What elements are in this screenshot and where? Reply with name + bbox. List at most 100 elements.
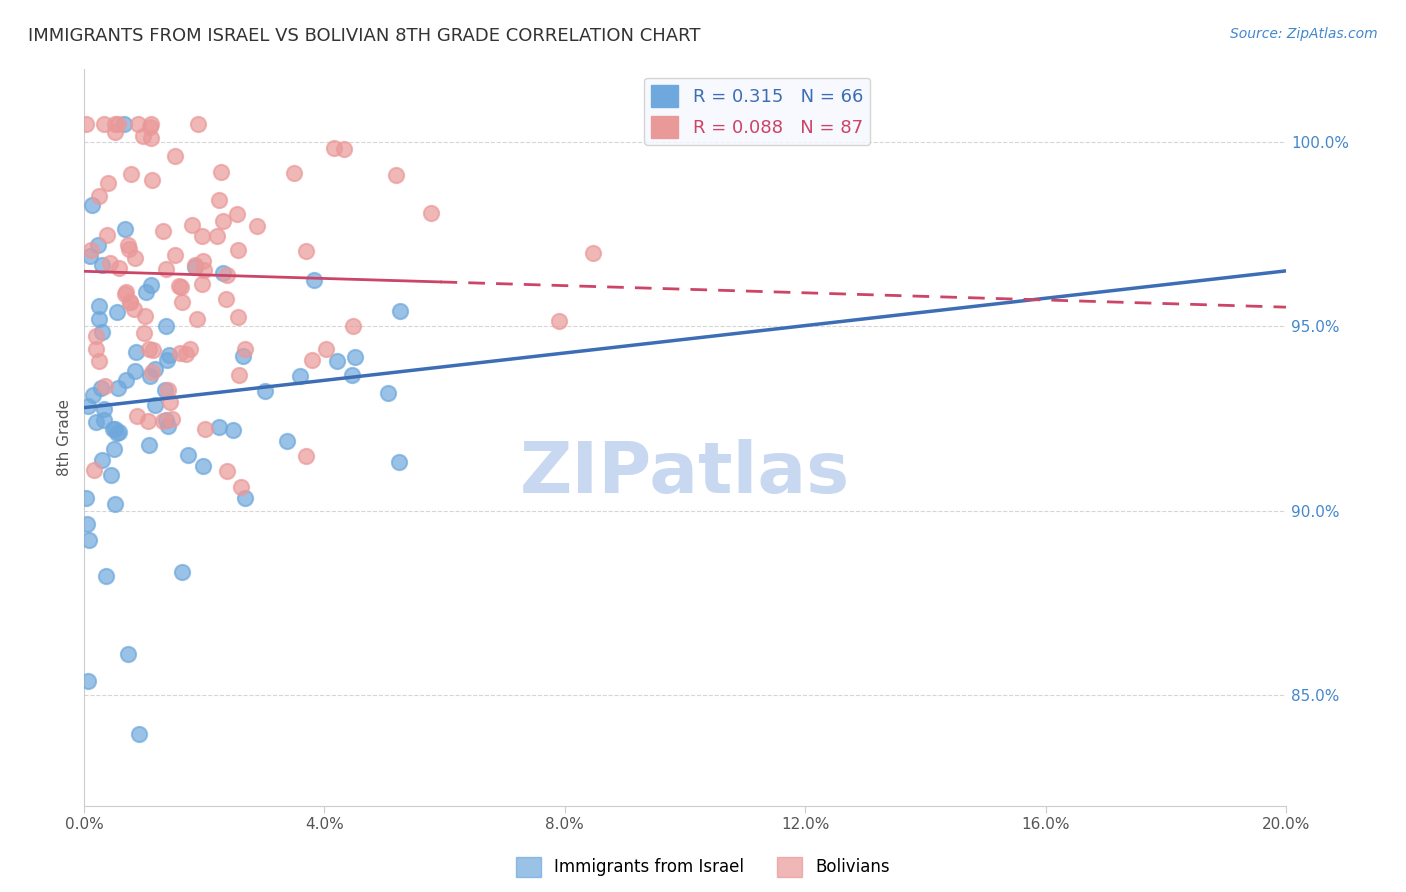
Immigrants from Israel [125,345,148,359]
Bolivians [127,409,149,423]
Bolivians [165,149,187,163]
Immigrants from Israel [105,305,128,319]
Immigrants from Israel [103,442,125,457]
Bolivians [301,352,323,367]
Bolivians [190,277,212,292]
Immigrants from Israel [143,398,166,412]
Bolivians [141,172,163,186]
Immigrants from Israel [93,402,115,417]
Immigrants from Israel [340,368,363,382]
Bolivians [155,262,177,277]
Bolivians [80,243,103,257]
Immigrants from Israel [191,458,214,473]
Immigrants from Israel [124,364,146,378]
Bolivians [117,238,139,252]
Immigrants from Israel [117,647,139,661]
Bolivians [139,120,162,135]
Immigrants from Israel [276,434,298,448]
Bolivians [315,343,337,357]
Bolivians [165,248,187,262]
Immigrants from Israel [344,350,367,364]
Bolivians [187,117,209,131]
Bolivians [193,262,215,277]
Immigrants from Israel [104,497,127,511]
Immigrants from Israel [76,517,98,532]
Bolivians [167,279,190,293]
Immigrants from Israel [222,423,245,437]
Immigrants from Israel [157,419,180,434]
Immigrants from Israel [302,273,325,287]
Text: IMMIGRANTS FROM ISRAEL VS BOLIVIAN 8TH GRADE CORRELATION CHART: IMMIGRANTS FROM ISRAEL VS BOLIVIAN 8TH G… [28,27,700,45]
Immigrants from Israel [112,117,135,131]
Immigrants from Israel [170,565,193,579]
Immigrants from Israel [155,413,177,427]
Bolivians [89,188,111,202]
Immigrants from Israel [93,412,115,426]
Bolivians [160,412,183,426]
Bolivians [179,343,201,357]
Bolivians [138,342,160,356]
Bolivians [214,293,236,307]
Bolivians [246,219,269,234]
Bolivians [118,242,141,256]
Immigrants from Israel [89,311,111,326]
Bolivians [97,176,120,190]
Immigrants from Israel [254,384,277,398]
Bolivians [229,480,252,494]
Immigrants from Israel [139,369,162,384]
Bolivians [132,326,155,341]
Bolivians [107,117,129,131]
Bolivians [333,142,356,156]
Immigrants from Israel [89,299,111,313]
Immigrants from Israel [91,325,114,339]
Immigrants from Israel [79,249,101,263]
Bolivians [211,214,233,228]
Bolivians [169,346,191,360]
Y-axis label: 8th Grade: 8th Grade [58,399,72,475]
Immigrants from Israel [135,285,157,299]
Bolivians [174,347,197,361]
Bolivians [294,244,316,259]
Bolivians [228,368,250,382]
Immigrants from Israel [94,569,117,583]
Bolivians [75,117,97,131]
Bolivians [209,165,232,179]
Bolivians [323,141,346,155]
Bolivians [283,166,305,180]
Immigrants from Israel [156,352,179,367]
Bolivians [141,365,163,379]
Bolivians [215,464,238,478]
Immigrants from Israel [157,348,180,362]
Bolivians [87,354,110,368]
Bolivians [547,314,569,328]
Immigrants from Israel [115,373,138,387]
Bolivians [138,414,160,428]
Bolivians [233,342,256,356]
Bolivians [184,258,207,272]
Bolivians [342,318,364,333]
Bolivians [139,117,162,131]
Bolivians [194,422,217,436]
Bolivians [124,301,146,316]
Bolivians [94,379,117,393]
Immigrants from Israel [105,425,128,440]
Bolivians [226,310,249,325]
Immigrants from Israel [128,727,150,741]
Immigrants from Israel [79,533,101,547]
Legend: R = 0.315   N = 66, R = 0.088   N = 87: R = 0.315 N = 66, R = 0.088 N = 87 [644,78,870,145]
Immigrants from Israel [77,674,100,689]
Immigrants from Israel [290,369,312,384]
Bolivians [142,343,165,357]
Immigrants from Israel [75,491,97,505]
Immigrants from Israel [232,349,254,363]
Immigrants from Israel [388,304,411,318]
Immigrants from Israel [233,491,256,506]
Immigrants from Israel [177,448,200,462]
Immigrants from Israel [211,266,233,280]
Bolivians [120,168,142,182]
Bolivians [170,294,193,309]
Bolivians [127,117,149,131]
Text: Source: ZipAtlas.com: Source: ZipAtlas.com [1230,27,1378,41]
Bolivians [225,207,247,221]
Immigrants from Israel [101,422,124,436]
